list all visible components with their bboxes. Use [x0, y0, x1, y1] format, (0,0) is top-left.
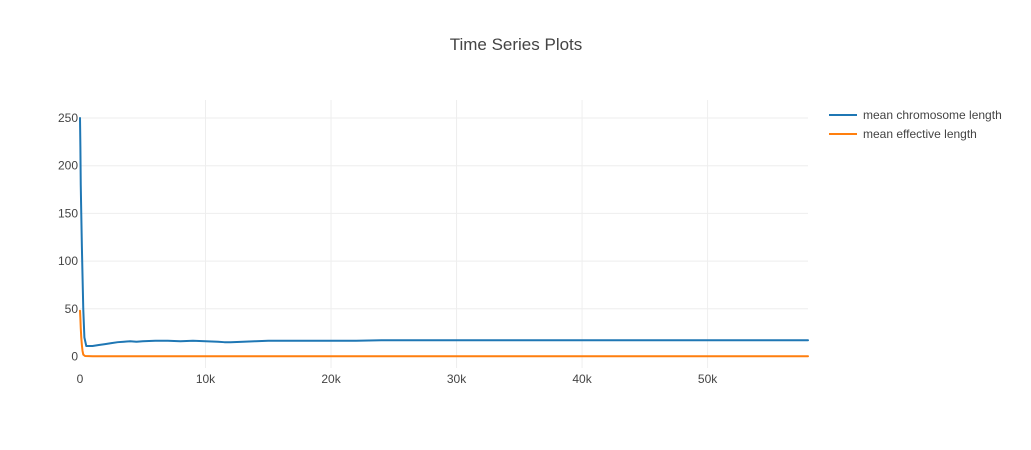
y-tick-label: 200 — [58, 159, 78, 173]
grid-layer — [80, 100, 808, 368]
y-tick-label: 250 — [58, 111, 78, 125]
chart-title: Time Series Plots — [450, 35, 583, 54]
x-tick-label: 40k — [572, 372, 592, 386]
legend-item[interactable]: mean chromosome length — [829, 108, 1002, 122]
legend-item[interactable]: mean effective length — [829, 127, 977, 141]
y-tick-label: 0 — [71, 350, 78, 364]
x-tick-label: 10k — [196, 372, 216, 386]
y-tick-label: 50 — [65, 302, 79, 316]
series-line-1 — [79, 309, 809, 358]
series-line-0 — [79, 117, 809, 348]
y-tick-label: 150 — [58, 206, 78, 220]
x-tick-label: 20k — [321, 372, 341, 386]
x-tick-label: 0 — [77, 372, 84, 386]
x-tick-label: 50k — [698, 372, 718, 386]
legend[interactable]: mean chromosome length mean effective len… — [829, 108, 1002, 141]
series-layer — [79, 117, 809, 358]
legend-label: mean chromosome length — [863, 108, 1002, 122]
y-tick-label: 100 — [58, 254, 78, 268]
x-tick-label: 30k — [447, 372, 467, 386]
legend-label: mean effective length — [863, 127, 977, 141]
axis-tick-labels: 0 50 100 150 200 250 0 10k 20k 30k 40k 50k — [58, 111, 718, 386]
